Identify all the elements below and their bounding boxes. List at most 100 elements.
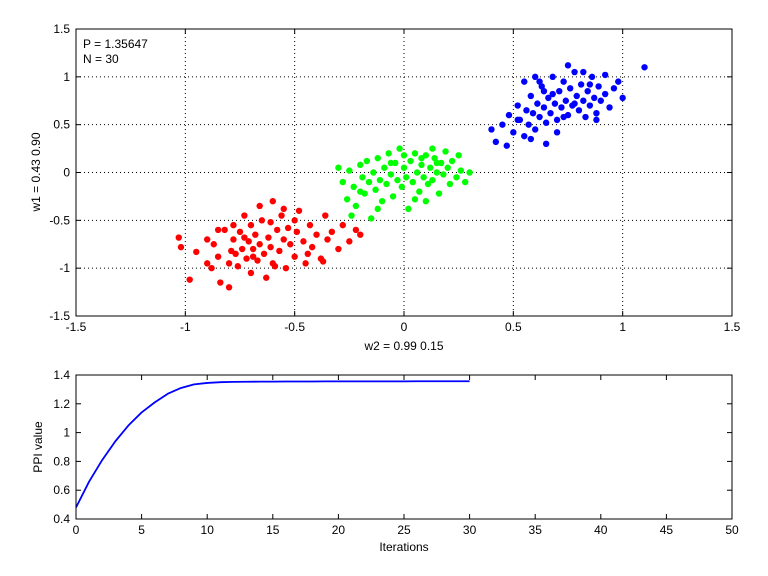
scatter-point [273,226,281,234]
scatter-point [615,78,622,85]
ppi-series-line [75,380,470,508]
scatter-point [284,224,292,232]
scatter-point [378,198,386,205]
scatter-point [444,164,451,171]
scatter-point [263,274,270,281]
scatter-point [505,111,513,119]
scatter-point [582,113,589,121]
scatter-point [580,68,587,76]
scatter-point [556,87,563,95]
x-tick-label: 45 [660,523,674,537]
line-series [75,380,470,508]
scatter-point [392,159,399,167]
scatter-point [542,140,550,147]
scatter-point [249,253,257,260]
y-tick-label: 0.6 [53,483,70,497]
scatter-point [282,264,290,272]
scatter-point [357,231,364,238]
y-tick-label: 0.4 [53,512,70,526]
scatter-point [204,260,211,267]
scatter-point [400,164,408,171]
x-tick-label: 1.5 [724,320,741,334]
scatter-point [488,126,495,133]
scatter-point [260,250,268,258]
line-plot-area [76,375,732,519]
scatter-point [591,94,598,102]
scatter-point [247,221,255,229]
scatter-point [357,188,364,195]
y-tick-label: 0 [63,166,70,180]
scatter-point [280,205,287,213]
scatter-point [455,152,462,159]
scatter-point [571,100,578,107]
scatter-point [422,198,430,205]
scatter-point [433,159,440,167]
y-tick-label: 1 [63,70,70,84]
scatter-point [346,238,353,245]
y-tick-label: 1.2 [53,397,70,411]
scatter-point [586,81,594,88]
scatter-point [208,264,215,272]
scatter-point [558,104,565,111]
scatter-point [462,178,469,186]
scatter-point [534,100,541,107]
scatter-point [562,97,570,104]
scatter-point [529,109,537,117]
scatter-point [357,161,364,169]
scatter-point [335,164,342,171]
ppi-line-plot: 0 5 10 15 20 25 30 35 40 45 50 0.4 0.6 0.8 1 1.2 1.4 Ite… [31,368,739,554]
scatter-point [411,196,419,203]
scatter-point [350,183,357,191]
x-tick-label: -1 [180,320,191,334]
scatter-point [597,97,604,104]
scatter-point [385,150,392,157]
scatter-point [225,260,233,267]
scatter-point [175,234,182,241]
scatter-point [580,97,587,104]
scatter-point [398,183,406,191]
scatter-point [234,263,242,270]
scatter-point [186,276,193,283]
scatter-point [214,226,222,234]
x-tick-label: 50 [725,523,739,537]
scatter-point [249,245,257,253]
scatter-point [584,87,591,95]
scatter-point [566,85,574,92]
scatter-point [306,221,314,229]
scatter-point [276,247,283,255]
scatter-point [370,169,377,176]
scatter-point [313,231,320,238]
scatter-point [492,138,500,146]
scatter-point [429,176,436,184]
scatter-point [527,135,535,143]
y-tick-label: 0.5 [53,118,70,132]
scatter-point [376,176,384,184]
scatter-point [593,109,600,117]
scatter-point [396,145,403,152]
scatter-point [302,260,309,267]
scatter-point [575,107,583,114]
scatter-point [418,161,425,169]
scatter-point [256,202,263,210]
y-tick-label: -1 [59,261,70,275]
scatter-point [418,154,425,162]
scatter-point [610,85,618,92]
scatter-point [514,116,521,124]
scatter-point [549,90,556,98]
scatter-point [258,217,266,224]
x-tick-label: 40 [594,523,608,537]
x-tick-label: -1.5 [66,320,87,334]
scatter-point [540,87,548,95]
scatter-point [254,257,261,264]
scatter-point [295,207,303,214]
scatter-point [269,198,276,205]
scatter-point [525,121,532,128]
line-y-label: PPI value [31,421,45,473]
scatter-point [256,241,263,248]
scatter-point [243,255,250,262]
scatter-point [324,236,331,243]
scatter-point [352,226,360,234]
scatter-point [221,226,228,234]
scatter-point [374,154,381,162]
